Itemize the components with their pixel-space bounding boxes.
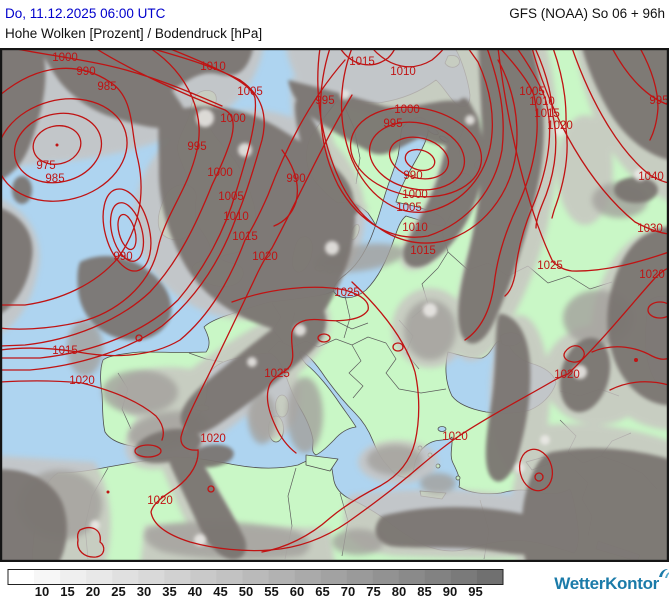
legend-tick: 80 [392, 584, 406, 599]
legend-segment [138, 569, 165, 585]
legend-segment [8, 569, 35, 585]
pressure-label: 985 [97, 81, 116, 93]
pressure-label: 1000 [207, 167, 233, 179]
weather-map: 1000990985101010059951000975985995100010… [0, 48, 669, 562]
pressure-label: 990 [286, 173, 305, 185]
wetterkontor-logo: WetterKontor [554, 569, 669, 594]
pressure-label: 1010 [390, 66, 416, 78]
legend-tick: 55 [264, 584, 278, 599]
pressure-label: 1015 [232, 231, 258, 243]
legend-segment [476, 569, 504, 585]
legend-segment [398, 569, 426, 585]
pressure-label: 1005 [218, 191, 244, 203]
legend-gradient-bar [8, 569, 504, 585]
legend-tick: 45 [213, 584, 227, 599]
pressure-label: 1020 [69, 375, 95, 387]
legend-tick: 95 [468, 584, 482, 599]
legend-tick: 50 [239, 584, 253, 599]
legend-segment [34, 569, 61, 585]
legend-tick: 40 [188, 584, 202, 599]
pressure-label: 995 [187, 141, 206, 153]
pressure-label: 1005 [396, 202, 422, 214]
isobar-dots [55, 143, 638, 494]
legend-segment [60, 569, 87, 585]
cloud-cover-legend: 10 15 20 25 30 35 40 45 50 55 60 65 70 75 80 85 90 95 [7, 569, 504, 599]
pressure-label: 1015 [349, 56, 375, 68]
pressure-label: 1015 [410, 245, 436, 257]
model-run-info: GFS (NOAA) So 06 + 96h [509, 6, 665, 21]
legend-tick: 60 [290, 584, 304, 599]
legend-segment [216, 569, 243, 585]
logo-swoosh-icon [659, 569, 669, 578]
pressure-label: 1020 [252, 251, 278, 263]
pressure-label: 1020 [554, 369, 580, 381]
legend-tick: 25 [111, 584, 125, 599]
legend-segment [424, 569, 452, 585]
pressure-label: 1000 [220, 113, 246, 125]
legend-tick: 35 [162, 584, 176, 599]
pressure-label: 1000 [402, 189, 428, 201]
legend-segment [86, 569, 113, 585]
cloud-layer-dark [0, 48, 669, 562]
pressure-label: 995 [383, 118, 402, 130]
legend-tick: 20 [86, 584, 100, 599]
pressure-label: 1010 [200, 61, 226, 73]
pressure-label: 995 [315, 95, 334, 107]
pressure-label: 1025 [537, 260, 563, 272]
pressure-label: 1010 [223, 211, 249, 223]
pressure-label: 1015 [534, 108, 560, 120]
pressure-labels: 1000990985101010059951000975985995100010… [36, 52, 668, 507]
pressure-label: 1020 [200, 433, 226, 445]
pressure-label: 1015 [52, 345, 78, 357]
pressure-label: 1020 [639, 269, 665, 281]
pressure-label: 1005 [237, 86, 263, 98]
legend-tick: 65 [315, 584, 329, 599]
legend-tick: 70 [341, 584, 355, 599]
pressure-label: 1025 [264, 368, 290, 380]
legend-segment [346, 569, 374, 585]
legend-tick: 10 [35, 584, 49, 599]
legend-segment [164, 569, 191, 585]
legend-tick-labels: 10 15 20 25 30 35 40 45 50 55 60 65 70 75 80 85 90 95 [35, 584, 483, 599]
pressure-label: 1010 [402, 222, 428, 234]
legend-segment [320, 569, 347, 585]
legend-tick: 90 [443, 584, 457, 599]
pressure-label: 1040 [638, 171, 664, 183]
legend-segment [242, 569, 269, 585]
pressure-label: 990 [403, 170, 422, 182]
pressure-label: 990 [113, 251, 132, 263]
isobar-lines [0, 48, 669, 558]
layer-title: Hohe Wolken [Prozent] / Bodendruck [hPa] [5, 26, 263, 41]
legend-tick: 85 [417, 584, 431, 599]
legend-tick: 30 [137, 584, 151, 599]
pressure-label: 1030 [637, 223, 663, 235]
map-frame [0, 48, 669, 562]
pressure-label: 1000 [52, 52, 78, 64]
pressure-label: 995 [649, 95, 668, 107]
legend-segment [112, 569, 139, 585]
legend-segment [268, 569, 295, 585]
pressure-label: 990 [76, 66, 95, 78]
pressure-label: 975 [36, 160, 55, 172]
pressure-label: 1000 [394, 104, 420, 116]
legend-segment [190, 569, 217, 585]
pressure-label: 985 [45, 173, 64, 185]
legend-tick: 75 [366, 584, 380, 599]
pressure-label: 1005 [519, 86, 545, 98]
legend-segment [450, 569, 478, 585]
legend-segment [372, 569, 400, 585]
logo-text: WetterKontor [554, 574, 659, 593]
pressure-label: 1020 [442, 431, 468, 443]
pressure-label: 1020 [547, 120, 573, 132]
pressure-label: 1020 [147, 495, 173, 507]
valid-datetime: Do, 11.12.2025 06:00 UTC [5, 6, 166, 21]
legend-segment [294, 569, 321, 585]
legend-tick: 15 [60, 584, 74, 599]
pressure-label: 1010 [529, 96, 555, 108]
pressure-label: 1025 [334, 287, 360, 299]
